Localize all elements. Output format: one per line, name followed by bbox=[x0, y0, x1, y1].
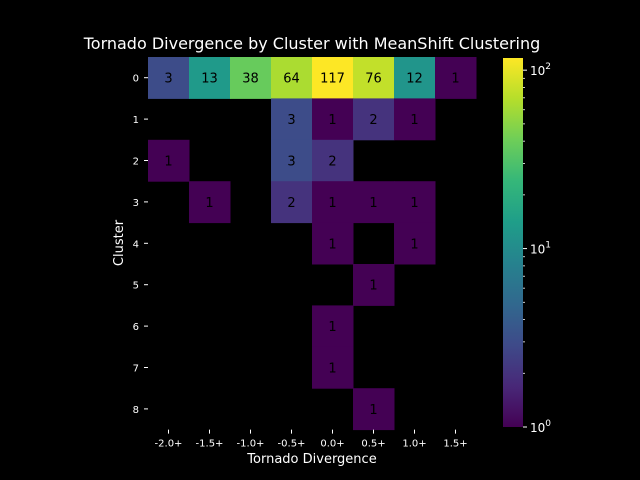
heatmap-cell bbox=[312, 346, 354, 389]
y-tick-label: 8 bbox=[133, 405, 139, 416]
heatmap-cell bbox=[271, 57, 313, 99]
x-tick-label: -0.5+ bbox=[278, 439, 306, 450]
cell-value-label: 1 bbox=[369, 279, 377, 294]
heatmap-cell bbox=[148, 139, 190, 182]
cell-value-label: 117 bbox=[320, 72, 345, 87]
heatmap-cell bbox=[189, 57, 231, 99]
heatmap-cell bbox=[353, 98, 395, 141]
cell-value-label: 1 bbox=[369, 403, 377, 418]
heatmap-cell bbox=[394, 57, 436, 99]
heatmap-cell bbox=[353, 181, 395, 224]
y-tick-label: 2 bbox=[133, 157, 139, 168]
colorbar-tick-label: 100 bbox=[530, 419, 551, 435]
cell-value-label: 3 bbox=[287, 113, 295, 128]
heatmap-cell bbox=[312, 57, 354, 99]
y-tick-label: 7 bbox=[133, 364, 139, 375]
cell-value-label: 2 bbox=[369, 113, 377, 128]
heatmap-cell bbox=[312, 98, 354, 141]
x-tick-label: 0.0+ bbox=[320, 439, 344, 450]
chart-title: Tornado Divergence by Cluster with MeanS… bbox=[83, 34, 541, 53]
cell-value-label: 3 bbox=[287, 155, 295, 170]
y-tick-label: 3 bbox=[133, 198, 139, 209]
cell-value-label: 1 bbox=[451, 72, 459, 87]
x-axis-label: Tornado Divergence bbox=[246, 452, 376, 467]
cell-value-label: 1 bbox=[328, 113, 336, 128]
heatmap-cell bbox=[394, 181, 436, 224]
y-axis-label: Cluster bbox=[112, 219, 127, 266]
heatmap-cell bbox=[271, 181, 313, 224]
y-tick-label: 5 bbox=[133, 281, 139, 292]
cell-value-label: 1 bbox=[328, 196, 336, 211]
heatmap-cell bbox=[312, 139, 354, 182]
heatmap-cell bbox=[353, 388, 395, 431]
heatmap-cell bbox=[148, 57, 190, 99]
cell-value-label: 76 bbox=[365, 72, 382, 87]
heatmap-cell bbox=[189, 181, 231, 224]
cell-value-label: 3 bbox=[164, 72, 172, 87]
cell-value-label: 1 bbox=[328, 237, 336, 252]
heatmap-cell bbox=[353, 264, 395, 306]
y-tick-label: 1 bbox=[133, 115, 139, 126]
x-tick-label: 1.5+ bbox=[443, 439, 467, 450]
heatmap-cell bbox=[394, 98, 436, 141]
heatmap-cell bbox=[394, 222, 436, 265]
y-tick-label: 0 bbox=[133, 74, 139, 85]
cell-value-label: 13 bbox=[201, 72, 218, 87]
colorbar-gradient bbox=[503, 58, 523, 427]
heatmap-cell bbox=[271, 98, 313, 141]
cell-value-label: 1 bbox=[410, 237, 418, 252]
heatmap-cell bbox=[312, 305, 354, 348]
x-tick-label: -1.0+ bbox=[237, 439, 265, 450]
cell-value-label: 1 bbox=[328, 362, 336, 377]
heatmap-cell bbox=[312, 222, 354, 265]
x-tick-label: 0.5+ bbox=[361, 439, 385, 450]
x-tick-label: -2.0+ bbox=[155, 439, 183, 450]
y-tick-label: 4 bbox=[133, 239, 139, 250]
heatmap-cell bbox=[353, 57, 395, 99]
cell-value-label: 1 bbox=[369, 196, 377, 211]
heatmap-cell bbox=[230, 57, 272, 99]
x-tick-label: -1.5+ bbox=[196, 439, 224, 450]
cell-value-label: 1 bbox=[410, 113, 418, 128]
x-axis-ticks: -2.0+ -1.5+ -1.0+ -0.5+ 0.0+ 0.5+ 1.0+ 1.5+ bbox=[155, 429, 468, 450]
colorbar-tick-label: 102 bbox=[530, 62, 551, 78]
heatmap-cell bbox=[271, 139, 313, 182]
x-tick-label: 1.0+ bbox=[402, 439, 426, 450]
heatmap-cell bbox=[435, 57, 477, 99]
cell-value-label: 12 bbox=[406, 72, 423, 87]
cell-value-label: 64 bbox=[283, 72, 300, 87]
y-axis-ticks: 0 1 2 3 4 5 6 7 8 bbox=[133, 74, 148, 416]
cell-value-label: 38 bbox=[242, 72, 259, 87]
heatmap-cell bbox=[312, 181, 354, 224]
y-tick-label: 6 bbox=[133, 322, 139, 333]
cell-value-label: 1 bbox=[328, 320, 336, 335]
cell-value-label: 1 bbox=[410, 196, 418, 211]
cell-value-label: 1 bbox=[164, 155, 172, 170]
colorbar: 100 101 102 bbox=[503, 58, 551, 435]
cell-value-label: 2 bbox=[328, 155, 336, 170]
cell-value-label: 2 bbox=[287, 196, 295, 211]
colorbar-tick-label: 101 bbox=[530, 241, 551, 257]
cell-value-label: 1 bbox=[205, 196, 213, 211]
